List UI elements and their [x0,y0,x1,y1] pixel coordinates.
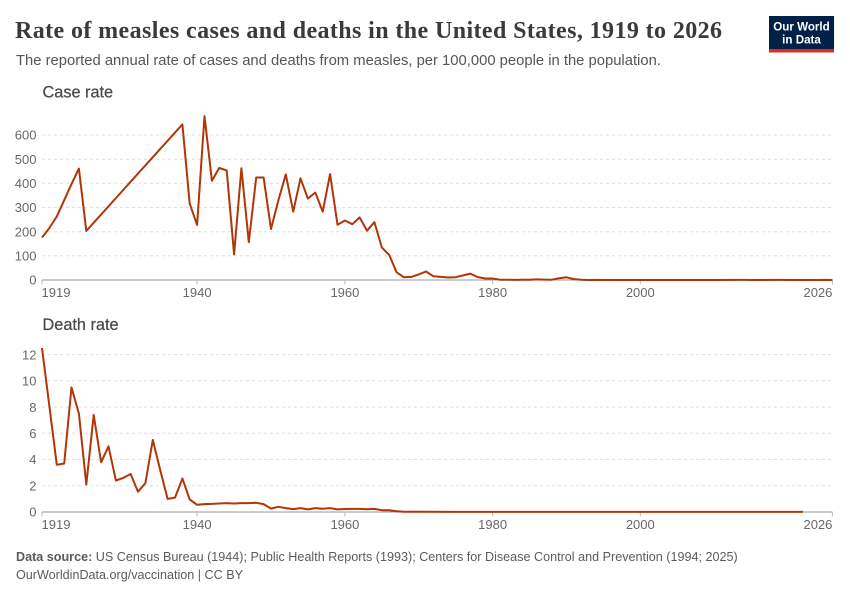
svg-text:The reported annual rate of ca: The reported annual rate of cases and de… [16,53,661,69]
svg-text:0: 0 [29,505,36,520]
svg-text:1940: 1940 [183,517,212,532]
svg-text:6: 6 [29,426,36,441]
svg-text:10: 10 [22,374,36,389]
svg-text:4: 4 [29,452,36,467]
svg-text:0: 0 [29,273,36,288]
svg-text:12: 12 [22,347,36,362]
svg-text:1919: 1919 [42,285,71,300]
svg-text:OurWorldinData.org/vaccination: OurWorldinData.org/vaccination | CC BY [16,568,244,582]
svg-text:200: 200 [15,224,37,239]
svg-text:1960: 1960 [330,285,359,300]
svg-text:2000: 2000 [626,285,655,300]
svg-text:500: 500 [15,152,37,167]
svg-text:Our World: Our World [773,21,829,34]
svg-text:8: 8 [29,400,36,415]
svg-text:Data source: US Census Bureau: Data source: US Census Bureau (1944); Pu… [16,550,738,564]
svg-text:1919: 1919 [42,517,71,532]
svg-text:400: 400 [15,176,37,191]
svg-text:2000: 2000 [626,517,655,532]
svg-text:1980: 1980 [478,517,507,532]
svg-text:2: 2 [29,479,36,494]
svg-text:1940: 1940 [183,285,212,300]
svg-text:300: 300 [15,200,37,215]
svg-text:2026: 2026 [803,285,832,300]
svg-text:1960: 1960 [330,517,359,532]
svg-text:600: 600 [15,128,37,143]
svg-text:100: 100 [15,249,37,264]
svg-text:Death rate: Death rate [43,316,119,334]
svg-text:1980: 1980 [478,285,507,300]
svg-text:in Data: in Data [782,34,821,47]
svg-text:2026: 2026 [803,517,832,532]
svg-text:Case rate: Case rate [43,84,114,102]
svg-text:Rate of measles cases and deat: Rate of measles cases and deaths in the … [15,18,722,44]
